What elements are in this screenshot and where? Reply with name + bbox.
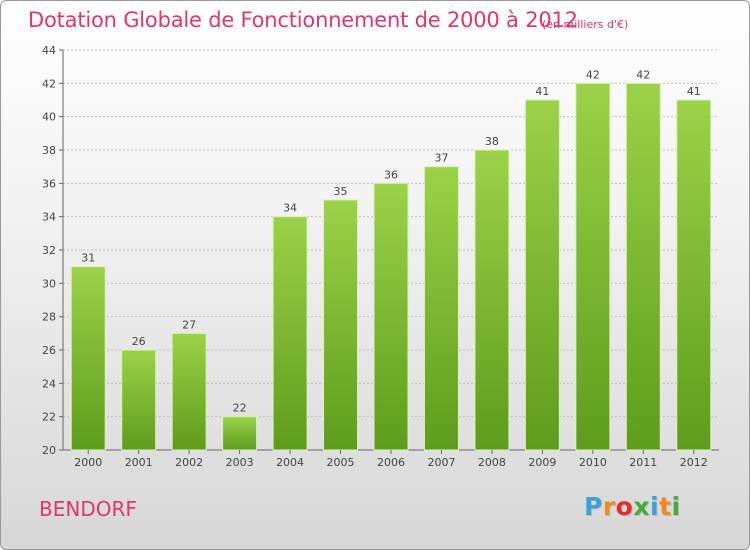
y-tick-label: 42 (42, 77, 56, 90)
data-label-2000: 31 (81, 252, 95, 265)
data-label-2002: 27 (182, 318, 196, 331)
logo-letter: o (615, 492, 634, 521)
bar-2008 (474, 149, 510, 451)
bar-2009 (524, 99, 560, 451)
bar-2004 (272, 216, 308, 451)
bar-2011 (625, 82, 661, 451)
chart-unit: (en milliers d'€) (542, 18, 629, 31)
bar-2005 (323, 199, 359, 451)
y-tick-label: 32 (42, 244, 56, 257)
x-tick-label-2009: 2009 (528, 456, 556, 469)
x-tick-label-2008: 2008 (478, 456, 506, 469)
data-label-2010: 42 (586, 68, 600, 81)
data-label-2007: 37 (434, 152, 448, 165)
logo-letter: t (659, 492, 672, 521)
bar-2007 (423, 166, 459, 451)
logo-letter: P (584, 492, 603, 521)
bar-2010 (575, 82, 611, 451)
x-tick-label-2005: 2005 (327, 456, 355, 469)
x-tick-label-2002: 2002 (175, 456, 203, 469)
logo-letter: r (602, 492, 616, 521)
chart-title: Dotation Globale de Fonctionnement de 20… (28, 8, 578, 32)
bar-2000 (70, 266, 106, 451)
y-tick-label: 34 (42, 211, 56, 224)
data-label-2005: 35 (334, 185, 348, 198)
data-label-2008: 38 (485, 135, 499, 148)
data-label-2001: 26 (132, 335, 146, 348)
data-label-2009: 41 (535, 85, 549, 98)
y-tick-label: 38 (42, 144, 56, 157)
x-tick-label-2007: 2007 (427, 456, 455, 469)
x-tick-label-2004: 2004 (276, 456, 304, 469)
x-tick-label-2011: 2011 (629, 456, 657, 469)
y-tick-label: 22 (42, 411, 56, 424)
y-tick-label: 30 (42, 277, 56, 290)
x-tick-label-2012: 2012 (680, 456, 708, 469)
y-tick-label: 26 (42, 344, 56, 357)
y-tick-label: 44 (42, 44, 56, 57)
x-tick-label-2010: 2010 (579, 456, 607, 469)
x-tick-label-2003: 2003 (226, 456, 254, 469)
y-tick-label: 28 (42, 311, 56, 324)
bar-2003 (222, 416, 258, 451)
x-tick-label-2006: 2006 (377, 456, 405, 469)
y-tick-label: 36 (42, 177, 56, 190)
x-tick-label-2000: 2000 (74, 456, 102, 469)
proxiti-logo: Proxiti (584, 492, 681, 521)
logo-letter: x (633, 492, 650, 521)
y-tick-label: 20 (42, 444, 56, 457)
city-name: BENDORF (39, 497, 137, 521)
data-label-2012: 41 (687, 85, 701, 98)
data-label-2003: 22 (233, 402, 247, 415)
logo-letter: i (650, 492, 660, 521)
bar-2002 (171, 332, 207, 451)
bar-2012 (676, 99, 712, 451)
y-tick-label: 24 (42, 377, 56, 390)
data-label-2006: 36 (384, 168, 398, 181)
bar-2001 (121, 349, 157, 451)
logo-letter: i (671, 492, 681, 521)
data-label-2011: 42 (636, 68, 650, 81)
y-tick-label: 40 (42, 111, 56, 124)
data-label-2004: 34 (283, 202, 297, 215)
bar-2006 (373, 182, 409, 451)
x-tick-label-2001: 2001 (125, 456, 153, 469)
